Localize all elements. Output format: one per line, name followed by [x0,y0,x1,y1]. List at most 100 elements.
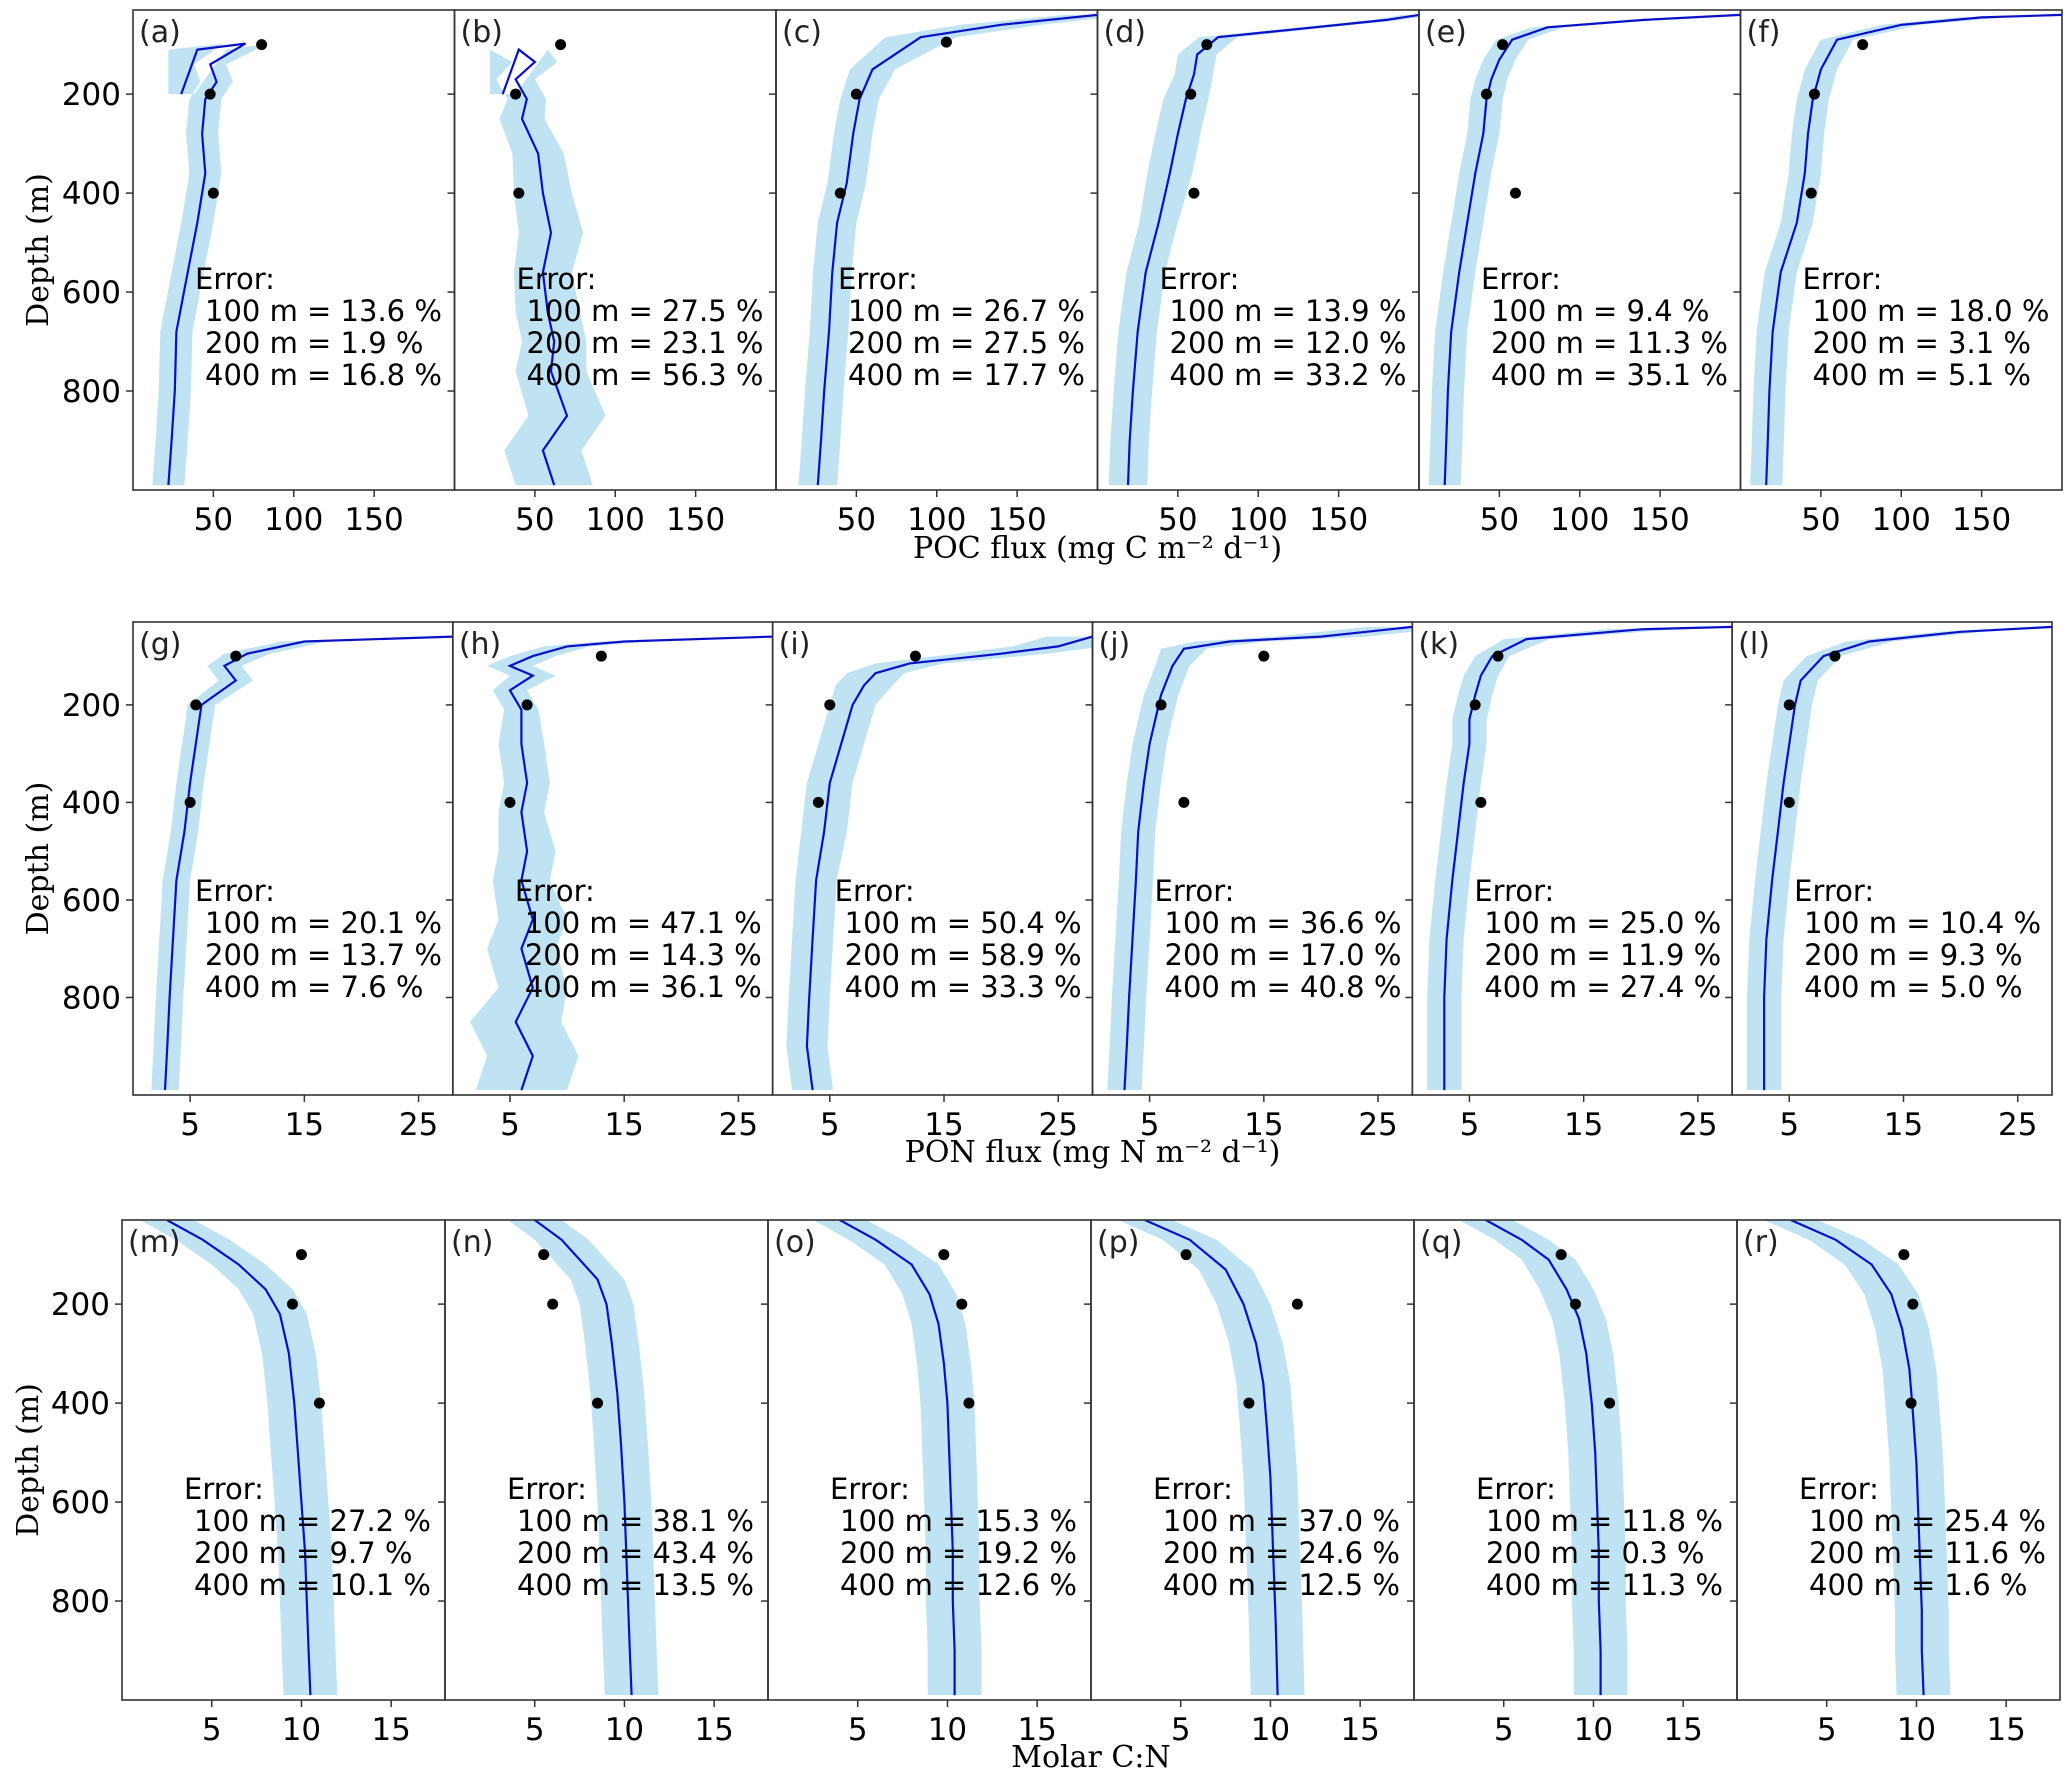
error-value: 200 m = 14.3 % [525,938,762,972]
model-profile-line [805,635,1093,1091]
x-tick-label: 10 [1574,1712,1613,1748]
model-profile-line [534,1220,633,1696]
observation-point [190,699,202,711]
uncertainty-band [1750,14,2062,486]
error-value: 200 m = 11.6 % [1809,1536,2046,1570]
error-value: 400 m = 33.3 % [845,970,1082,1004]
x-tick-label: 15 [1244,1107,1283,1143]
x-tick-label: 100 [907,502,966,538]
observation-point [1857,39,1869,51]
panel-frame [1736,1219,2061,1701]
observation-point [1829,650,1841,662]
panel-label: (e) [1425,15,1467,50]
observation-point [1481,88,1493,100]
observation-point [1783,796,1795,808]
x-tick-label: 5 [1779,1107,1799,1143]
observation-point [1243,1397,1255,1409]
model-profile-line [501,47,569,486]
panel-q: 5 10 15 (q) Error:100 m = 11.8 %200 m = 0.3 … [1407,1219,1738,1748]
y-tick-label: 800 [62,374,121,410]
uncertainty-band [139,1220,338,1696]
x-tick-label: 10 [282,1712,321,1748]
uncertainty-band [1428,14,1741,486]
x-tick-label: 150 [1952,502,2011,538]
error-value: 100 m = 37.0 % [1163,1504,1400,1538]
uncertainty-band [1108,14,1419,486]
observation-point [1492,650,1504,662]
panel-label: (c) [782,15,822,50]
uncertainty-band [507,1220,659,1696]
x-tick-label: 5 [202,1712,222,1748]
y-tick-label: 800 [51,1584,110,1620]
error-value: 100 m = 11.8 % [1486,1504,1723,1538]
model-profile-line [816,13,1098,486]
error-value: 200 m = 0.3 % [1486,1536,1704,1570]
error-value: 100 m = 36.6 % [1165,906,1402,940]
error-value: 400 m = 5.0 % [1804,970,2022,1004]
error-value: 200 m = 19.2 % [840,1536,1077,1570]
observation-point [1180,1249,1192,1261]
x-tick-label: 25 [1039,1107,1078,1143]
error-heading: Error: [1474,874,1554,908]
observation-point [909,650,921,662]
error-value: 100 m = 38.1 % [517,1504,754,1538]
error-value: 400 m = 35.1 % [1491,358,1728,392]
model-profile-line [1485,1220,1602,1696]
error-heading: Error: [507,1472,587,1506]
error-value: 400 m = 12.6 % [840,1568,1077,1602]
panel-n: 5 10 15 (n) Error:100 m = 38.1 %200 m = 43.4… [438,1219,769,1748]
observation-point [1604,1397,1616,1409]
x-tick-label: 50 [1158,502,1197,538]
observation-point [595,650,607,662]
error-heading: Error: [517,262,597,296]
y-tick-label: 800 [62,980,121,1016]
uncertainty-band [1458,1220,1628,1696]
panel-label: (j) [1099,627,1131,662]
error-heading: Error: [1799,1472,1879,1506]
error-value: 400 m = 5.1 % [1813,358,2031,392]
error-value: 100 m = 25.4 % [1809,1504,2046,1538]
error-value: 100 m = 10.4 % [1804,906,2041,940]
y-tick-label: 600 [51,1485,110,1521]
y-tick-label: 200 [62,688,121,724]
x-tick-label: 25 [719,1107,758,1143]
uncertainty-band [1747,626,2052,1091]
x-tick-label: 150 [666,502,725,538]
observation-point [963,1397,975,1409]
x-tick-label: 50 [194,502,233,538]
model-profile-line [1443,625,1733,1091]
error-heading: Error: [835,874,915,908]
panel-label: (o) [774,1225,816,1260]
chart-row-1: Depth (m) POC flux (mg C m⁻² d⁻¹) 200 400 60… [21,9,2063,566]
panel-label: (h) [459,627,501,662]
x-tick-label: 50 [837,502,876,538]
x-tick-label: 10 [605,1712,644,1748]
x-tick-label: 25 [1678,1107,1717,1143]
observation-point [1291,1298,1303,1310]
panel-frame [1731,621,2053,1096]
x-tick-label: 15 [1340,1712,1379,1748]
uncertainty-band [1427,626,1733,1091]
error-value: 400 m = 40.8 % [1165,970,1402,1004]
x-tick-label: 50 [515,502,554,538]
error-value: 200 m = 11.9 % [1484,938,1721,972]
observation-point [207,187,219,199]
y-axis-label: Depth (m) [11,1383,46,1537]
x-tick-label: 15 [285,1107,324,1143]
x-tick-label: 5 [1171,1712,1191,1748]
observation-point [555,39,567,51]
error-value: 200 m = 24.6 % [1163,1536,1400,1570]
observation-point [1258,650,1270,662]
x-tick-label: 100 [586,502,645,538]
error-heading: Error: [515,874,595,908]
error-heading: Error: [1155,874,1235,908]
model-profile-line [1126,13,1419,486]
error-value: 100 m = 9.4 % [1491,294,1709,328]
panel-m: 5 10 15 (m) Error:100 m = 27.2 %200 m = 9.7 … [115,1219,446,1748]
panel-j: 5 15 25 (j) Error:100 m = 36.6 %200 m = 17.0… [1085,621,1414,1143]
error-heading: Error: [1794,874,1874,908]
observation-point [286,1298,298,1310]
panel-label: (p) [1097,1225,1139,1260]
observation-point [1509,187,1521,199]
observation-point [1188,187,1200,199]
